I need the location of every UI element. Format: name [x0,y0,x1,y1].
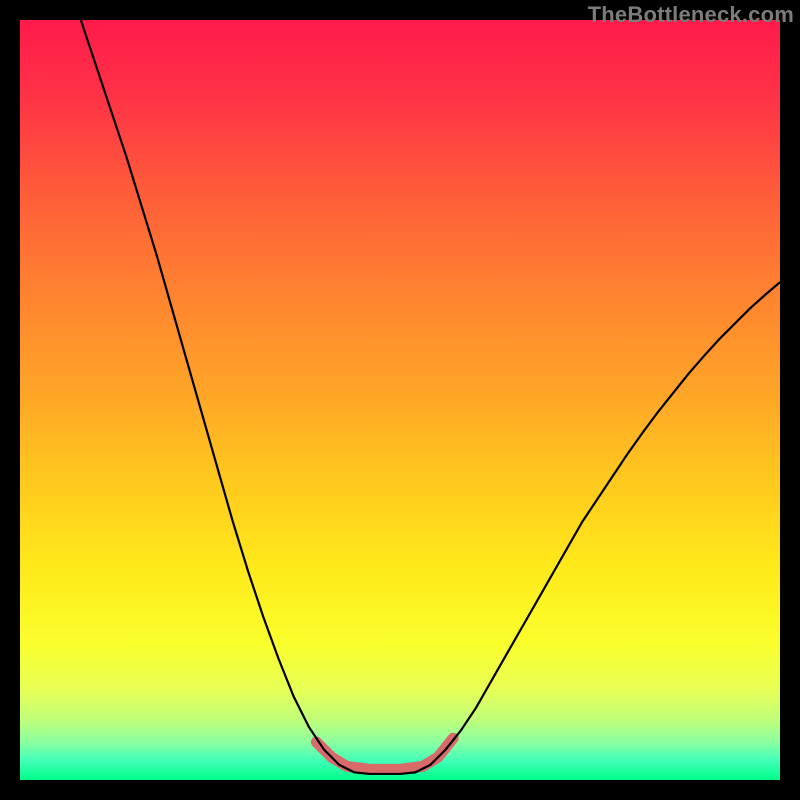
bottleneck-curve-chart [20,20,780,780]
gradient-background [20,20,780,780]
watermark-text: TheBottleneck.com [588,2,794,28]
plot-area [20,20,780,780]
chart-frame: TheBottleneck.com [0,0,800,800]
